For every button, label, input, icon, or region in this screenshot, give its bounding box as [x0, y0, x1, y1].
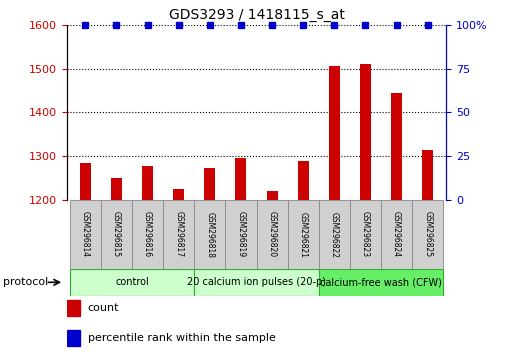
- Bar: [329, 65, 340, 200]
- FancyBboxPatch shape: [70, 269, 194, 296]
- Bar: [422, 150, 433, 200]
- Text: GSM296816: GSM296816: [143, 211, 152, 258]
- Text: calcium-free wash (CFW): calcium-free wash (CFW): [320, 277, 442, 287]
- FancyBboxPatch shape: [70, 200, 101, 269]
- Text: GSM296823: GSM296823: [361, 211, 370, 258]
- FancyBboxPatch shape: [256, 200, 288, 269]
- FancyBboxPatch shape: [194, 269, 319, 296]
- Text: GSM296821: GSM296821: [299, 212, 308, 257]
- Bar: [67, 300, 80, 316]
- Text: percentile rank within the sample: percentile rank within the sample: [88, 333, 275, 343]
- FancyBboxPatch shape: [319, 200, 350, 269]
- Text: count: count: [88, 303, 119, 313]
- Bar: [67, 330, 80, 346]
- Text: GSM296820: GSM296820: [268, 211, 277, 258]
- FancyBboxPatch shape: [101, 200, 132, 269]
- Bar: [80, 163, 91, 200]
- Bar: [235, 158, 246, 200]
- Text: GSM296818: GSM296818: [205, 212, 214, 257]
- Text: GSM296822: GSM296822: [330, 212, 339, 257]
- Bar: [267, 191, 278, 200]
- FancyBboxPatch shape: [194, 200, 225, 269]
- FancyBboxPatch shape: [132, 200, 163, 269]
- FancyBboxPatch shape: [288, 200, 319, 269]
- Bar: [173, 189, 184, 200]
- FancyBboxPatch shape: [225, 200, 256, 269]
- FancyBboxPatch shape: [163, 200, 194, 269]
- FancyBboxPatch shape: [412, 200, 443, 269]
- Text: control: control: [115, 277, 149, 287]
- Bar: [360, 64, 371, 200]
- Bar: [111, 178, 122, 200]
- Text: 20 calcium ion pulses (20-p): 20 calcium ion pulses (20-p): [187, 277, 326, 287]
- Bar: [142, 166, 153, 200]
- Bar: [204, 169, 215, 200]
- Text: protocol: protocol: [3, 277, 48, 287]
- Text: GSM296817: GSM296817: [174, 211, 183, 258]
- FancyBboxPatch shape: [319, 269, 443, 296]
- Text: GSM296819: GSM296819: [236, 211, 245, 258]
- Bar: [391, 93, 402, 200]
- Text: GSM296825: GSM296825: [423, 211, 432, 258]
- Bar: [298, 161, 309, 200]
- Title: GDS3293 / 1418115_s_at: GDS3293 / 1418115_s_at: [169, 8, 344, 22]
- Text: GSM296824: GSM296824: [392, 211, 401, 258]
- FancyBboxPatch shape: [381, 200, 412, 269]
- Text: GSM296815: GSM296815: [112, 211, 121, 258]
- Text: GSM296814: GSM296814: [81, 211, 90, 258]
- FancyBboxPatch shape: [350, 200, 381, 269]
